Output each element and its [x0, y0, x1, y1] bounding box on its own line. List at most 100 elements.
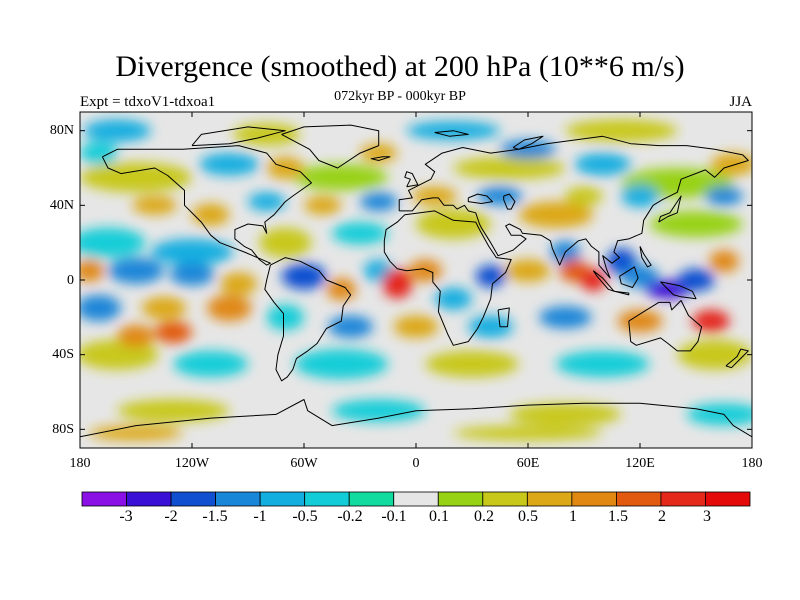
contour-region [425, 350, 519, 378]
colorbar-label: 0.5 [518, 508, 538, 525]
contour-region [326, 278, 357, 301]
contour-region [150, 238, 234, 266]
contour-region [192, 203, 230, 226]
contour-region [453, 425, 603, 441]
coastline [497, 307, 510, 328]
contour-region [233, 123, 301, 146]
colorbar-label: 1.5 [608, 508, 628, 525]
contour-region [169, 263, 215, 286]
contour-region [83, 119, 151, 142]
y-tick-label: 40N [49, 198, 74, 213]
contour-region [332, 399, 426, 422]
coastline [660, 281, 697, 300]
x-tick-label: 60E [516, 456, 540, 471]
contour-region [477, 186, 523, 206]
contour-region [294, 164, 389, 191]
contour-region [89, 425, 183, 441]
contour-region [677, 339, 752, 370]
chart-subtitle: 072kyr BP - 000kyr BP [334, 89, 466, 104]
coastline [725, 348, 749, 369]
colorbar-label: -3 [119, 508, 133, 525]
colorbar-label: 0.1 [429, 508, 449, 525]
contour-region [80, 339, 159, 370]
coastline [592, 270, 615, 292]
contour-region [154, 321, 192, 344]
x-tick-label: 120E [625, 456, 655, 471]
season-label: JJA [729, 94, 752, 110]
colorbar-label: -0.5 [292, 508, 318, 525]
colorbar-label: -1 [253, 508, 267, 525]
contour-region [574, 153, 631, 176]
contour-region [132, 196, 178, 215]
divergence-field [80, 119, 752, 441]
contour-region [220, 272, 258, 295]
contour-region [505, 259, 551, 282]
contour-region [80, 294, 122, 322]
coastline [370, 156, 391, 161]
colorbar-label: -1.5 [202, 508, 228, 525]
coastline [503, 193, 516, 210]
contour-region [108, 257, 164, 284]
coastline [658, 195, 682, 223]
contour-region [539, 306, 592, 329]
contour-region [416, 209, 491, 239]
coastline [398, 135, 749, 279]
colorbar-label: 1 [569, 508, 577, 525]
contour-region [294, 349, 389, 379]
contour-region [518, 201, 594, 228]
contour-region [328, 315, 374, 338]
contour-region [332, 222, 388, 245]
contour-region [80, 227, 146, 258]
coastline [512, 135, 544, 150]
contour-region [117, 399, 230, 422]
coastline [619, 266, 639, 288]
contour-region [565, 119, 678, 142]
contour-region [617, 309, 663, 333]
coastline [628, 300, 703, 352]
contour-region [468, 315, 514, 338]
contour-region [500, 140, 556, 159]
contour-region [692, 309, 730, 333]
contour-region [360, 143, 398, 163]
colorbar-label: 0.2 [474, 508, 494, 525]
contour-region [247, 192, 286, 211]
coastline [383, 210, 512, 346]
contour-region [453, 156, 566, 180]
contour-region [173, 350, 248, 378]
coastlines [80, 124, 752, 438]
coastline [191, 126, 286, 147]
contour-region [393, 315, 439, 338]
contour-region [509, 403, 622, 426]
contour-region [556, 350, 650, 378]
contour-region [80, 141, 118, 165]
chart-title: Divergence (smoothed) at 200 hPa (10**6 … [115, 50, 685, 83]
contour-region [382, 268, 413, 299]
contour-region [621, 184, 659, 208]
contour-region [360, 192, 398, 211]
contour-region [266, 304, 305, 331]
contour-region [266, 156, 305, 180]
contour-region [710, 153, 752, 176]
contour-region [304, 196, 342, 215]
coastline [467, 193, 493, 204]
coastline [639, 246, 652, 268]
contour-region [475, 265, 506, 288]
contour-region [565, 186, 603, 206]
contour-region [649, 210, 743, 238]
contour-region [677, 268, 715, 292]
contour-region [281, 263, 327, 290]
axis-ticks [79, 112, 753, 448]
x-tick-label: 60W [290, 456, 318, 471]
contour-region [408, 259, 443, 282]
experiment-label: Expt = tdxoV1-tdxoa1 [80, 94, 216, 110]
coastline [613, 290, 630, 296]
contour-region [621, 265, 659, 288]
contour-region [206, 294, 252, 322]
colorbar-label: -2 [164, 508, 178, 525]
contour-region [259, 227, 312, 258]
y-tick-label: 40S [52, 347, 74, 362]
coastline [404, 171, 419, 188]
contour-region [686, 403, 752, 426]
x-tick-label: 120W [174, 456, 210, 471]
